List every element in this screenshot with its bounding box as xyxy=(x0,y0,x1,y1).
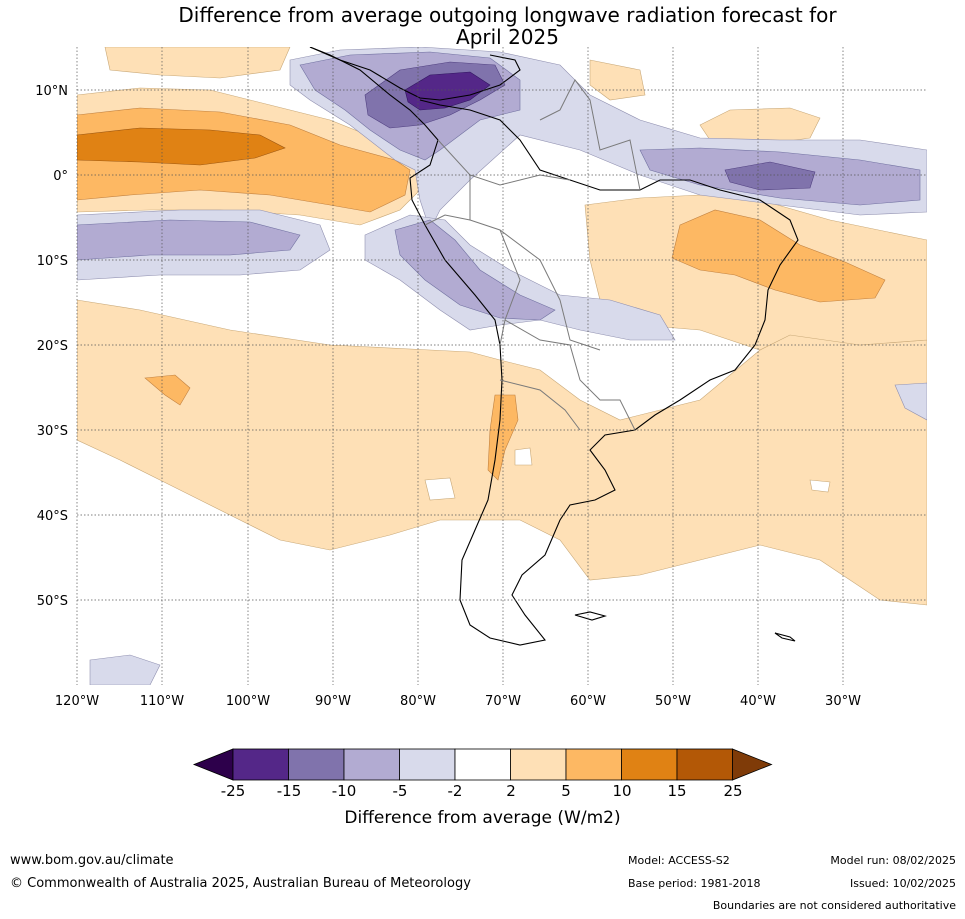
colorbar-bin xyxy=(232,748,289,781)
colorbar-label: Difference from average (W/m2) xyxy=(344,808,621,828)
lon-label: 30°W xyxy=(825,694,861,709)
graticule xyxy=(76,47,927,685)
anomaly-gap xyxy=(514,447,533,466)
colorbar-extend-high xyxy=(732,748,773,781)
colorbar-bin xyxy=(343,748,400,781)
lon-label: 40°W xyxy=(740,694,776,709)
lat-label: 20°S xyxy=(37,339,68,354)
colorbar-tick: 10 xyxy=(612,782,632,800)
anomaly-region-dark-orange-pacific xyxy=(77,127,286,166)
colorbar xyxy=(192,748,773,781)
border-line xyxy=(499,229,521,346)
colorbar-tick: 5 xyxy=(561,782,571,800)
lon-label: 80°W xyxy=(400,694,436,709)
border-line xyxy=(424,214,471,226)
falkland-islands xyxy=(574,611,607,621)
anomaly-region-light-orange-north xyxy=(104,47,291,79)
disclaimer: Boundaries are not considered authoritat… xyxy=(712,899,956,912)
colorbar-bin xyxy=(676,748,733,781)
border-line xyxy=(437,139,571,186)
title-line-2: April 2025 xyxy=(456,25,559,49)
border-line xyxy=(504,319,636,431)
colorbar-tick: -10 xyxy=(331,782,357,800)
colorbar-tick: -2 xyxy=(447,782,463,800)
colorbar-extend-low xyxy=(192,748,234,781)
colorbar-tick: -15 xyxy=(276,782,302,800)
lat-label: 40°S xyxy=(37,509,68,524)
colorbar-tick: 25 xyxy=(723,782,743,800)
anomaly-region-mid-purple-andes xyxy=(394,219,556,321)
south-georgia xyxy=(774,632,796,642)
colorbar-tick: 15 xyxy=(667,782,687,800)
colorbar-bin xyxy=(510,748,567,781)
anomaly-gap xyxy=(424,477,456,501)
model-name: Model: ACCESS-S2 xyxy=(628,854,730,867)
anomaly-region-mid-purple-west xyxy=(77,219,301,261)
anomaly-region-dark-purple-atlantic xyxy=(724,161,816,191)
lat-label: 50°S xyxy=(37,594,68,609)
colorbar-bin xyxy=(288,748,345,781)
anomaly-region-light-purple-southwest xyxy=(89,654,161,685)
colorbar-bin xyxy=(399,748,456,781)
colorbar-bin xyxy=(565,748,622,781)
colorbar-bin xyxy=(621,748,678,781)
anomaly-field xyxy=(77,47,927,685)
border-line xyxy=(499,379,581,431)
lon-label: 120°W xyxy=(55,694,99,709)
colorbar-tick: -25 xyxy=(220,782,246,800)
source-url: www.bom.gov.au/climate xyxy=(10,853,174,868)
chart-title: Difference from average outgoing longwav… xyxy=(0,4,965,48)
colorbar-tick: 2 xyxy=(506,782,516,800)
lat-label: 0° xyxy=(53,169,68,184)
border-line xyxy=(539,79,641,191)
latitude-labels: 10°N 0° 10°S 20°S 30°S 40°S 50°S xyxy=(35,84,68,609)
anomaly-region-light-orange-caribbean xyxy=(589,59,646,101)
colorbar-tick: -5 xyxy=(392,782,408,800)
longitude-labels: 120°W 110°W 100°W 90°W 80°W 70°W 60°W 50… xyxy=(55,694,861,709)
lon-label: 50°W xyxy=(655,694,691,709)
issued-date: Issued: 10/02/2025 xyxy=(849,877,956,890)
lon-label: 90°W xyxy=(315,694,351,709)
anomaly-region-orange-brazil xyxy=(671,209,886,303)
lat-label: 10°N xyxy=(35,84,68,99)
anomaly-region-light-purple-southeast xyxy=(894,382,927,421)
anomaly-region-deepest-purple-core xyxy=(404,71,491,111)
anomaly-region-orange-spot xyxy=(144,374,191,406)
lon-label: 100°W xyxy=(226,694,270,709)
anomaly-gap xyxy=(809,479,831,493)
title-line-1: Difference from average outgoing longwav… xyxy=(178,3,837,27)
lon-label: 70°W xyxy=(485,694,521,709)
model-run: Model run: 08/02/2025 xyxy=(830,854,956,867)
central-america-coastline xyxy=(309,47,521,101)
lon-label: 110°W xyxy=(140,694,184,709)
lat-label: 30°S xyxy=(37,424,68,439)
lon-label: 60°W xyxy=(570,694,606,709)
colorbar-bin xyxy=(454,748,511,781)
base-period: Base period: 1981-2018 xyxy=(628,877,761,890)
lat-label: 10°S xyxy=(37,254,68,269)
copyright: © Commonwealth of Australia 2025, Austra… xyxy=(10,876,471,891)
